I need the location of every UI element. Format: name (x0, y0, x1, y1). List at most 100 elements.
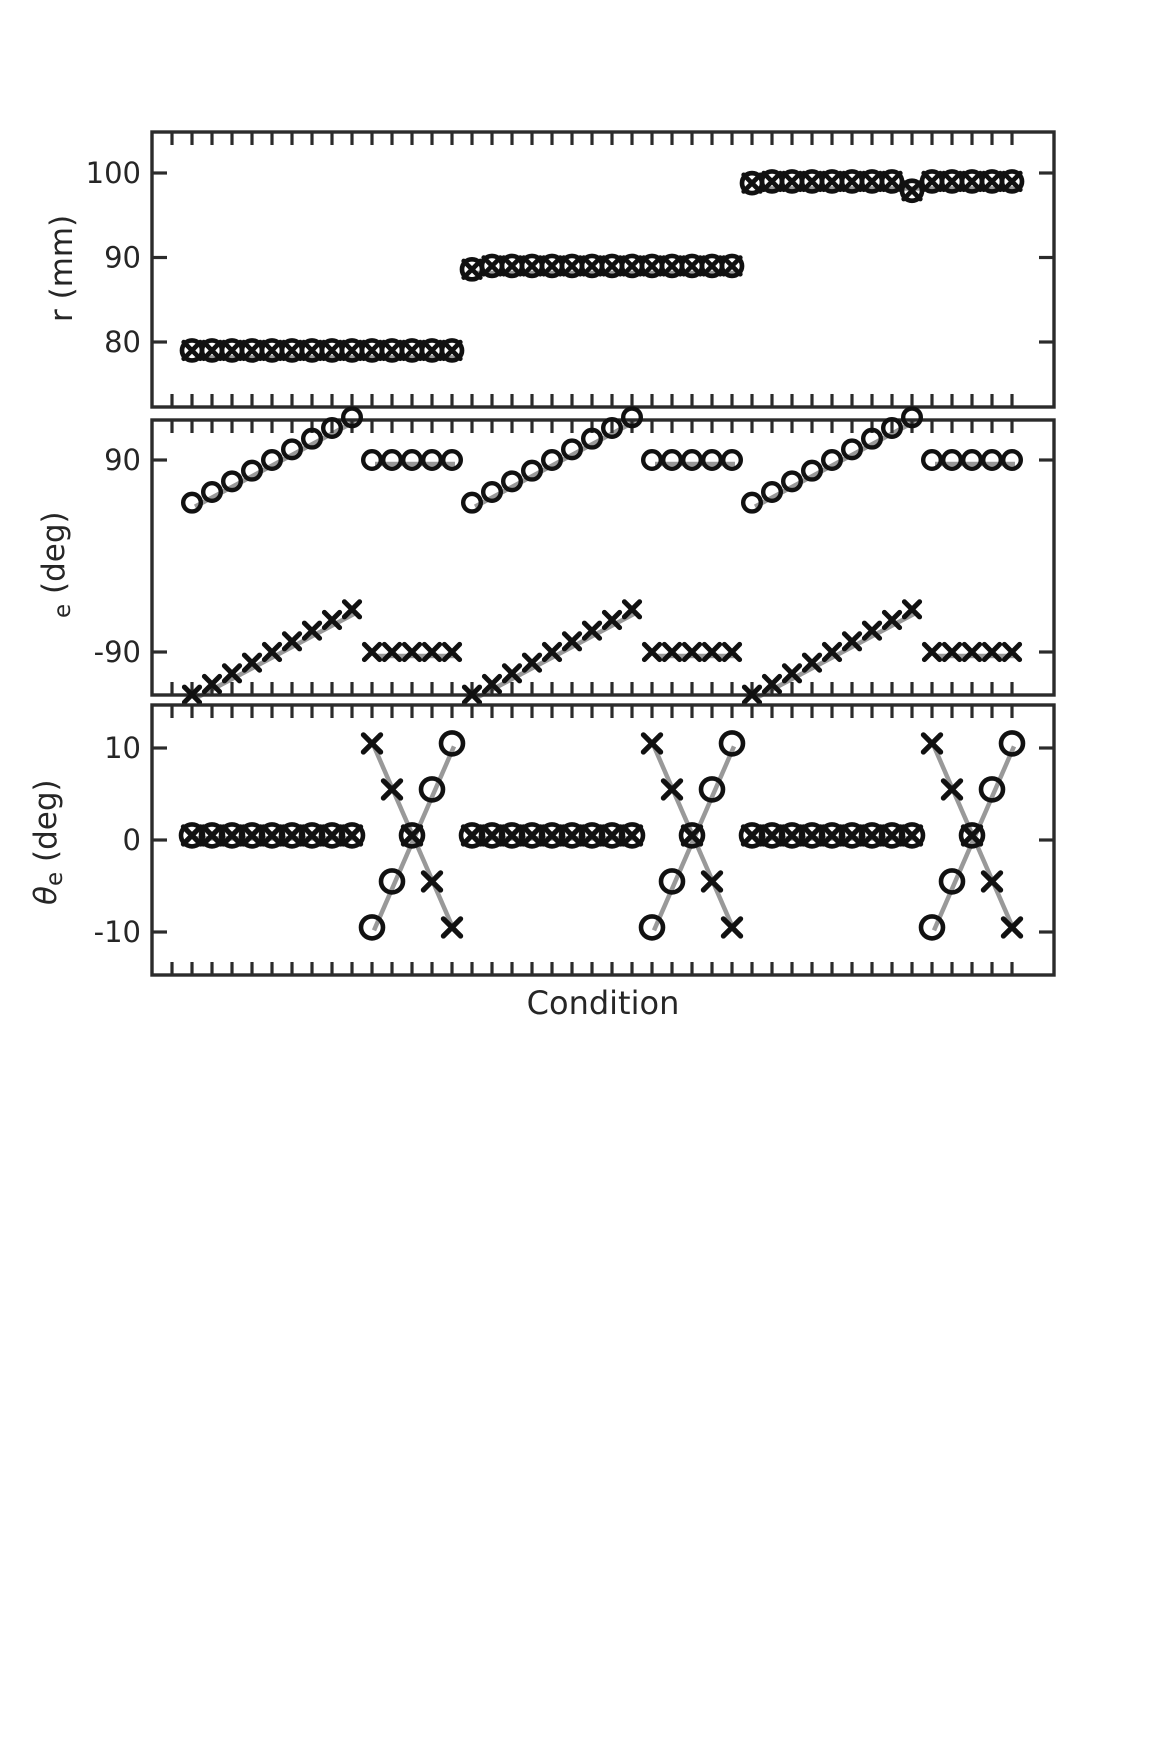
data-point-x (181, 339, 203, 362)
data-point-x (800, 824, 824, 847)
data-point-circle (361, 449, 384, 472)
data-point-circle (301, 427, 324, 450)
data-point-circle (418, 776, 446, 803)
data-point-x (401, 339, 423, 362)
data-point-x (640, 732, 664, 755)
data-point-x (900, 824, 924, 847)
series-theta-circles (178, 730, 1026, 941)
data-point-x (501, 663, 523, 684)
data-point-x (521, 255, 543, 277)
data-point-x (880, 824, 904, 847)
data-point-x (281, 631, 303, 652)
data-point-circle (881, 416, 904, 439)
data-point-x (581, 620, 603, 641)
data-point-x (960, 824, 984, 847)
data-point-x (841, 170, 863, 193)
data-point-x (601, 609, 623, 631)
data-point-circle (941, 449, 964, 472)
data-point-x (461, 258, 483, 280)
data-point-x (921, 170, 943, 193)
data-point-circle (721, 449, 744, 472)
data-point-circle (398, 822, 426, 849)
data-point-x (541, 255, 563, 277)
data-point-circle (741, 491, 764, 514)
data-point-x (440, 916, 464, 939)
x-ticks (170, 421, 1014, 694)
data-point-x (480, 824, 504, 847)
data-point-circle (341, 406, 364, 429)
data-point-circle (401, 449, 424, 472)
data-point-x (381, 641, 403, 663)
data-point-circle (439, 338, 465, 363)
data-point-x (661, 641, 683, 663)
data-point-circle (661, 449, 684, 472)
series-elevation-crosses (181, 599, 1023, 705)
data-point-x (961, 170, 983, 193)
data-point-x (281, 339, 303, 362)
data-point-circle (821, 449, 844, 472)
data-point-x (1000, 916, 1024, 939)
data-point-x (680, 824, 704, 847)
data-point-x (481, 255, 503, 277)
data-point-circle (501, 470, 524, 493)
data-point-x (221, 663, 243, 684)
data-point-circle (541, 449, 564, 472)
y-tick-label: 10 (104, 731, 141, 765)
data-point-circle (938, 868, 966, 895)
data-point-x (940, 778, 964, 801)
x-axis-label: Condition (527, 984, 680, 1022)
data-point-x (820, 824, 844, 847)
data-point-circle (441, 449, 464, 472)
data-point-x (861, 170, 883, 193)
data-point-x (520, 824, 544, 847)
data-point-x (321, 339, 343, 362)
data-point-circle (358, 914, 386, 941)
data-point-x (720, 916, 744, 939)
x-ticks (170, 706, 1014, 974)
data-point-x (661, 255, 683, 277)
data-point-x (761, 673, 783, 695)
data-point-x (380, 778, 404, 801)
data-point-x (641, 641, 663, 663)
data-point-circle (898, 822, 926, 849)
data-point-circle (861, 427, 884, 450)
data-point-x (721, 255, 743, 277)
data-point-x (421, 339, 443, 362)
data-point-circle (641, 449, 664, 472)
data-point-circle (921, 449, 944, 472)
data-point-circle (180, 491, 203, 514)
data-point-x (561, 255, 583, 277)
data-point-x (561, 631, 583, 652)
y-tick-label: -10 (94, 915, 141, 949)
y-tick-label: 0 (123, 823, 141, 857)
data-point-circle (618, 822, 646, 849)
data-point-x (201, 339, 223, 362)
data-point-circle (240, 459, 263, 482)
data-point-x (881, 609, 903, 631)
data-point-x (180, 824, 204, 847)
y-ticks (153, 746, 1053, 934)
series-r-measured-crosses (181, 170, 1023, 362)
data-point-x (541, 641, 563, 663)
data-point-x (360, 732, 384, 755)
data-point-circle (801, 459, 824, 482)
data-point-x (420, 870, 444, 893)
data-point-circle (841, 438, 864, 461)
y-axis-label: e (deg) (36, 511, 76, 618)
data-point-x (221, 339, 243, 362)
data-point-x (621, 599, 643, 620)
data-point-x (721, 641, 743, 663)
data-point-circle (678, 822, 706, 849)
data-point-circle (561, 438, 584, 461)
data-point-x (821, 170, 843, 193)
data-point-x (540, 824, 564, 847)
data-point-circle (999, 169, 1025, 194)
data-point-x (461, 684, 483, 705)
data-point-x (400, 824, 424, 847)
data-point-x (560, 824, 584, 847)
data-point-x (580, 824, 604, 847)
data-point-circle (381, 449, 404, 472)
panel-elevation: 90 -90 e (deg) (36, 406, 1056, 705)
axes-frame (150, 703, 1056, 977)
panel-theta-e: 10 0 -10 θe (deg) (28, 703, 1056, 977)
